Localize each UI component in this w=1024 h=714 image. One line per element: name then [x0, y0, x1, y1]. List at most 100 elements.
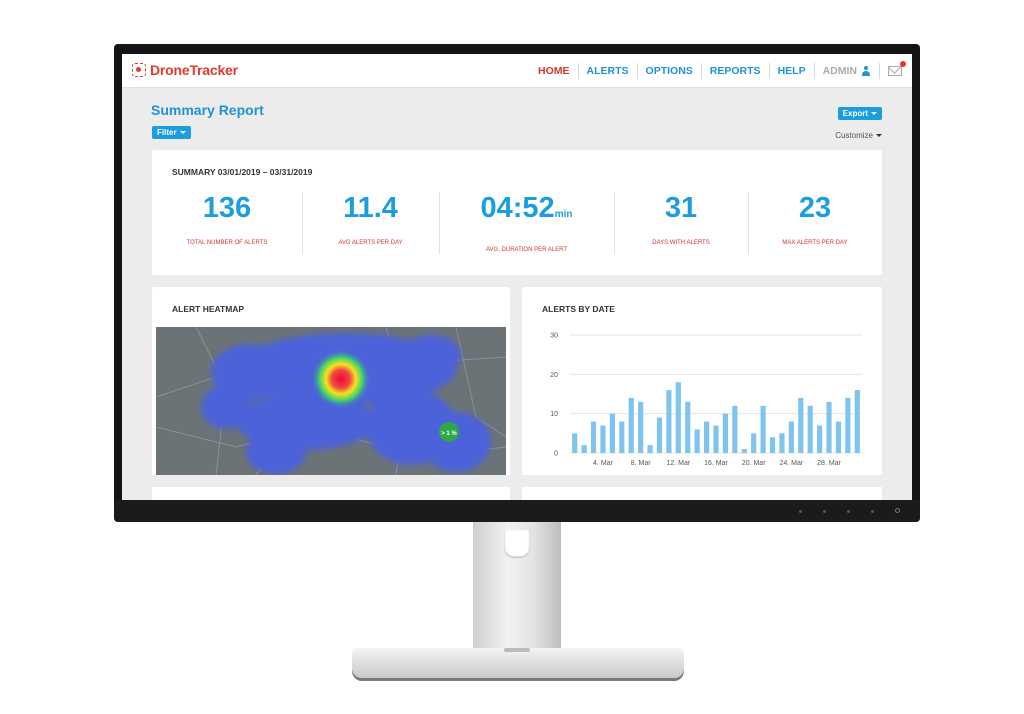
chart-bar[interactable]: [685, 401, 691, 453]
stat-label: DAYS WITH ALERTS: [652, 240, 710, 246]
heatmap-cluster-badge[interactable]: [439, 422, 459, 442]
chart-bar[interactable]: [638, 401, 644, 453]
x-tick-label: 12. Mar: [666, 460, 690, 467]
base-slot: [504, 648, 530, 652]
nav-reports[interactable]: REPORTS: [702, 63, 770, 79]
filter-button[interactable]: Filter: [152, 126, 191, 139]
caret-down-icon: [179, 131, 186, 134]
monitor-frame: DroneTracker HOME ALERTS OPTIONS REPORTS…: [114, 44, 920, 522]
x-tick-label: 24. Mar: [779, 460, 803, 467]
chart-bar[interactable]: [656, 417, 663, 453]
nav-alerts[interactable]: ALERTS: [579, 63, 638, 79]
stat-label: AVG. DURATION PER ALERT: [485, 247, 568, 253]
heatmap-hotspot: [311, 349, 371, 409]
summary-title: SUMMARY 03/01/2019 – 03/31/2019: [172, 167, 313, 177]
stat-value: 31: [614, 192, 748, 224]
chart-bar[interactable]: [628, 397, 634, 453]
chart-bar[interactable]: [732, 405, 738, 453]
stat-label: MAX ALERTS PER DAY: [782, 240, 848, 246]
heatmap-coverage: [201, 333, 491, 474]
chart-bar[interactable]: [572, 433, 578, 453]
logo-prefix: Drone: [150, 62, 190, 78]
chart-bar[interactable]: [760, 405, 766, 453]
heatmap-title: ALERT HEATMAP: [172, 304, 245, 314]
chart-bar[interactable]: [769, 437, 776, 453]
stat-number: 04:52: [480, 192, 555, 224]
stat-unit: min: [554, 209, 573, 220]
chart-bar[interactable]: [666, 390, 672, 453]
nav-help[interactable]: HELP: [770, 63, 815, 79]
nav-options[interactable]: OPTIONS: [638, 63, 702, 79]
x-tick-label: 16. Mar: [704, 460, 728, 467]
chart-bar[interactable]: [722, 413, 729, 453]
heatmap-map[interactable]: > 1 %: [156, 327, 506, 475]
chart-bar[interactable]: [609, 413, 615, 453]
alerts-by-date-card: ALERTS BY DATE 0 10 20 30 4. Mar 8. Mar 12. Ma…: [522, 287, 882, 475]
monitor-button[interactable]: [823, 510, 826, 513]
heatmap-svg: > 1 %: [156, 327, 506, 475]
stat-value: 23: [748, 192, 882, 224]
stat-avg-alerts: 11.4 AVG ALERTS PER DAY: [302, 192, 439, 246]
chart-bar[interactable]: [581, 445, 587, 453]
y-tick-label: 10: [550, 411, 558, 418]
monitor-bezel: [114, 500, 920, 522]
user-icon: [861, 66, 871, 76]
stand-cable-hole: [504, 530, 530, 558]
x-tick-label: 28. Mar: [817, 460, 841, 467]
chart-bar[interactable]: [619, 421, 625, 453]
chart-bar[interactable]: [741, 449, 747, 453]
alerts-bar-chart: 0 10 20 30 4. Mar 8. Mar 12. Mar 16. Mar 20. Mar…: [550, 333, 862, 467]
app-screen: DroneTracker HOME ALERTS OPTIONS REPORTS…: [122, 54, 912, 500]
export-button[interactable]: Export: [837, 107, 882, 120]
chart-bar[interactable]: [703, 421, 710, 453]
monitor-button[interactable]: [847, 510, 850, 513]
y-tick-label: 20: [550, 372, 558, 379]
x-tick-label: 4. Mar: [593, 460, 614, 467]
chart-bar[interactable]: [751, 433, 757, 453]
chart-bar[interactable]: [590, 421, 597, 453]
chart-bar[interactable]: [845, 397, 851, 453]
drone-logo-icon: [132, 63, 146, 77]
stat-value: 11.4: [302, 192, 439, 224]
chart-bar[interactable]: [675, 382, 681, 453]
bottom-card-left: [152, 487, 510, 500]
admin-label: ADMIN: [822, 65, 857, 77]
chart-bar[interactable]: [647, 445, 653, 453]
stat-number: 23: [798, 192, 832, 224]
chart-bar[interactable]: [694, 429, 700, 453]
caret-down-icon: [876, 134, 882, 137]
nav-home[interactable]: HOME: [530, 63, 579, 79]
chart-bar[interactable]: [779, 433, 785, 453]
chart-bar[interactable]: [854, 390, 860, 453]
chart-bar[interactable]: [807, 405, 813, 453]
power-button[interactable]: [895, 508, 900, 513]
main-nav: HOME ALERTS OPTIONS REPORTS HELP ADMIN: [530, 54, 906, 88]
stat-number: 11.4: [343, 192, 398, 224]
chart-bar[interactable]: [817, 425, 823, 453]
export-label: Export: [842, 109, 868, 118]
stat-value: 136: [152, 192, 302, 224]
page-title: Summary Report: [151, 102, 264, 118]
chart-bar[interactable]: [798, 397, 804, 453]
chart-bar[interactable]: [826, 401, 832, 453]
mail-icon[interactable]: [888, 61, 906, 76]
stat-divider: [302, 192, 303, 254]
chart-bar[interactable]: [600, 425, 606, 453]
monitor-button[interactable]: [799, 510, 802, 513]
customize-label: Customize: [835, 131, 873, 140]
nav-admin[interactable]: ADMIN: [815, 63, 880, 79]
x-tick-label: 8. Mar: [631, 460, 652, 467]
stat-divider: [614, 192, 615, 254]
chart-bar[interactable]: [788, 421, 794, 453]
bottom-card-right: [522, 487, 882, 500]
chart-bar[interactable]: [713, 425, 719, 453]
monitor-button[interactable]: [871, 510, 874, 513]
caret-down-icon: [871, 112, 877, 115]
logo[interactable]: DroneTracker: [132, 62, 238, 78]
chart-bar[interactable]: [835, 421, 842, 453]
customize-dropdown[interactable]: Customize: [835, 131, 882, 140]
heatmap-badge-text: > 1 %: [441, 431, 457, 437]
logo-suffix: Tracker: [189, 62, 238, 78]
stat-days-with-alerts: 31 DAYS WITH ALERTS: [614, 192, 748, 246]
stat-label: TOTAL NUMBER OF ALERTS: [186, 240, 268, 246]
